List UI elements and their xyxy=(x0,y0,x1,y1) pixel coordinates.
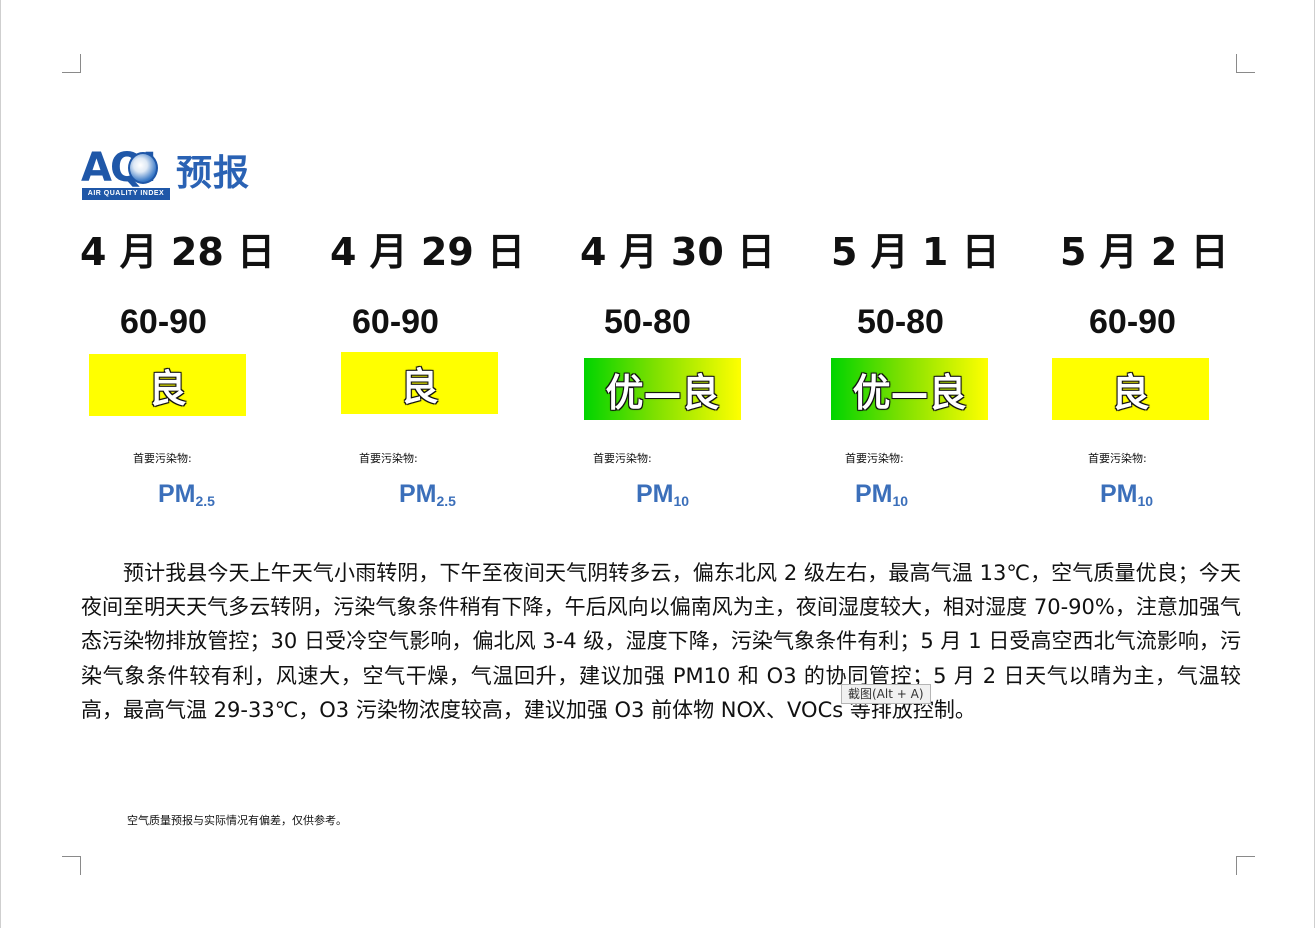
pollutant-name: PM xyxy=(399,480,437,508)
aqi-range: 60-90 xyxy=(352,303,439,341)
disclaimer-footnote: 空气质量预报与实际情况有偏差，仅供参考。 xyxy=(127,814,347,827)
forecast-description: 预计我县今天上午天气小雨转阴，下午至夜间天气阴转多云，偏东北风 2 级左右，最高… xyxy=(81,561,1241,722)
day-date: 5 月 2 日 xyxy=(1060,230,1229,274)
primary-pollutant-label: 首要污染物: xyxy=(593,452,652,465)
pollutant-name: PM xyxy=(158,480,196,508)
pollutant-name: PM xyxy=(1100,480,1138,508)
primary-pollutant-label: 首要污染物: xyxy=(1088,452,1147,465)
primary-pollutant: PM10 xyxy=(636,478,689,517)
primary-pollutant-label: 首要污染物: xyxy=(359,452,418,465)
crop-mark-bottom-left xyxy=(62,856,81,875)
screenshot-tooltip: 截图(Alt + A) xyxy=(841,684,931,704)
pollutant-subscript: 2.5 xyxy=(195,493,215,509)
report-title: 预报 xyxy=(176,153,251,194)
crop-mark-bottom-right xyxy=(1236,856,1255,875)
primary-pollutant-label: 首要污染物: xyxy=(845,452,904,465)
day-date: 4 月 30 日 xyxy=(580,230,776,274)
aqi-logo-mark: AQI AIR QUALITY INDEX xyxy=(81,146,171,200)
air-quality-level-badge: 良 xyxy=(89,354,246,416)
pollutant-subscript: 10 xyxy=(1137,493,1154,509)
pollutant-name: PM xyxy=(636,480,674,508)
primary-pollutant: PM10 xyxy=(1100,478,1153,517)
globe-icon xyxy=(128,152,158,184)
primary-pollutant-label: 首要污染物: xyxy=(133,452,192,465)
aqi-range: 60-90 xyxy=(120,303,207,341)
aqi-logo-subtitle: AIR QUALITY INDEX xyxy=(82,188,170,200)
air-quality-level-badge: 良 xyxy=(1052,358,1209,420)
crop-mark-top-left xyxy=(62,54,81,73)
page-edge-left xyxy=(0,0,1,928)
crop-mark-top-right xyxy=(1236,54,1255,73)
day-date: 4 月 29 日 xyxy=(330,230,526,274)
pollutant-subscript: 10 xyxy=(892,493,909,509)
aqi-range: 50-80 xyxy=(857,303,944,341)
pollutant-subscript: 2.5 xyxy=(436,493,456,509)
air-quality-level-badge: 优—良 xyxy=(831,358,988,420)
day-date: 4 月 28 日 xyxy=(80,230,276,274)
aqi-range: 50-80 xyxy=(604,303,691,341)
primary-pollutant: PM10 xyxy=(855,478,908,517)
aqi-range: 60-90 xyxy=(1089,303,1176,341)
pollutant-subscript: 10 xyxy=(673,493,690,509)
day-date: 5 月 1 日 xyxy=(831,230,1000,274)
aqi-logo: AQI AIR QUALITY INDEX 预报 xyxy=(81,146,261,202)
primary-pollutant: PM2.5 xyxy=(399,478,456,517)
air-quality-level-badge: 优—良 xyxy=(584,358,741,420)
air-quality-level-badge: 良 xyxy=(341,352,498,414)
pollutant-name: PM xyxy=(855,480,893,508)
primary-pollutant: PM2.5 xyxy=(158,478,215,517)
